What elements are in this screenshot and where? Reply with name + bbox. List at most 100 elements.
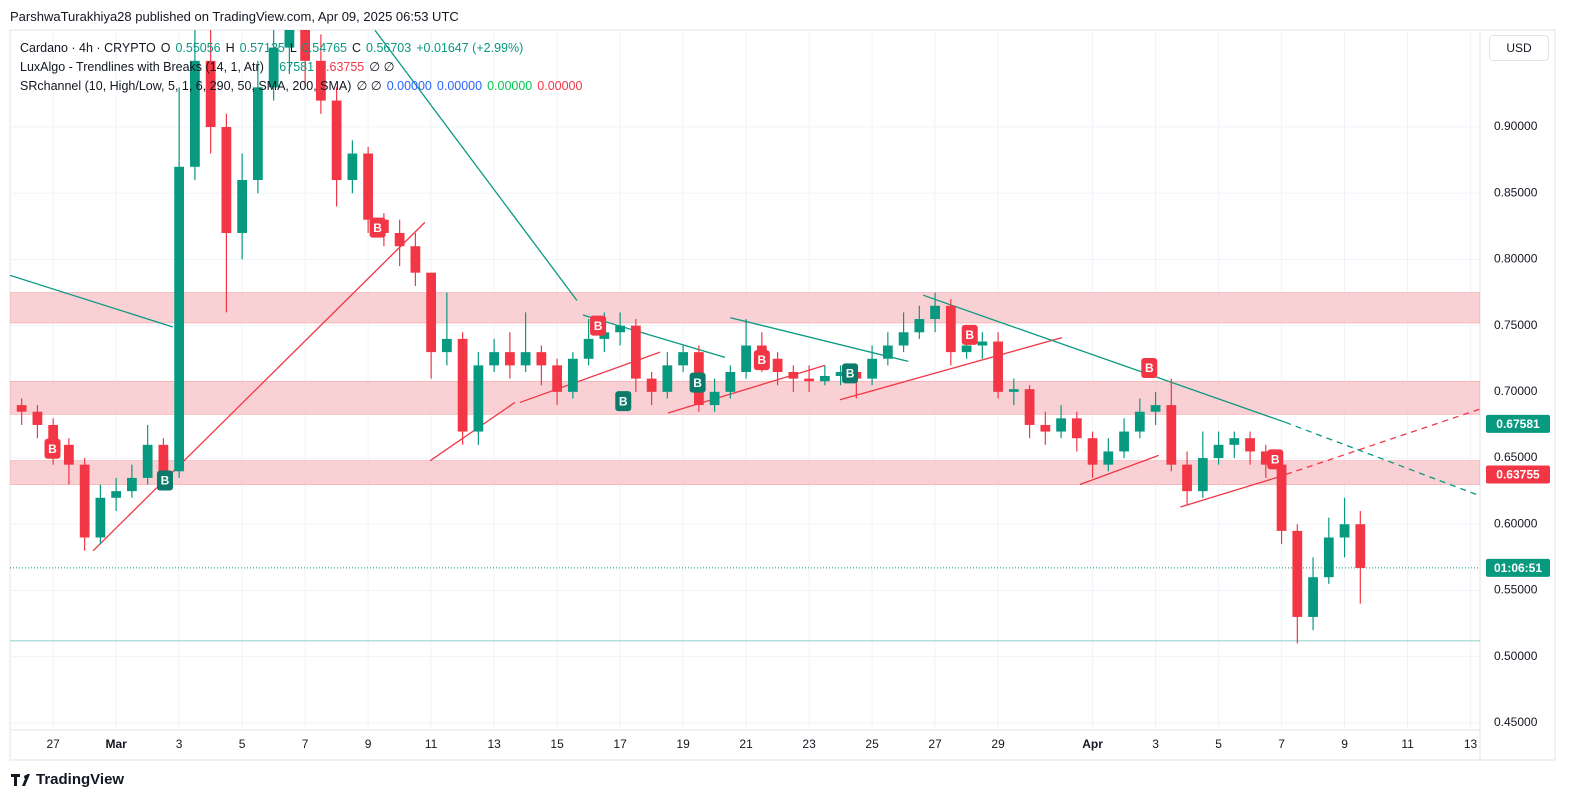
candle-body — [473, 365, 484, 432]
trendline — [1285, 421, 1479, 496]
candle-body — [1103, 451, 1114, 465]
legend-item: ∅ ∅ — [369, 60, 395, 74]
x-tick-label: 5 — [1215, 737, 1222, 751]
candle-body — [678, 352, 688, 366]
signal-label: B — [594, 319, 603, 333]
plot-area: B B B B B B B B B B B — [10, 30, 1480, 644]
candle-body — [504, 352, 515, 366]
candle-body — [819, 375, 830, 382]
y-tick-label: 0.70000 — [1494, 384, 1538, 398]
candle-body — [1260, 451, 1271, 465]
y-tick-label: 0.75000 — [1494, 318, 1538, 332]
candle-body — [363, 153, 374, 220]
candle-body — [426, 272, 437, 353]
legend-item: 0.00000 — [487, 79, 533, 93]
sr-zone — [10, 380, 1480, 415]
candle-body — [930, 305, 940, 320]
y-tick-label: 0.85000 — [1494, 185, 1538, 199]
x-tick-label: 9 — [365, 737, 372, 751]
signal-label: B — [693, 376, 702, 390]
candle-body — [64, 444, 74, 465]
trendline — [429, 401, 516, 462]
legend-item: 0.54765 — [301, 41, 347, 55]
legend-item: 0.00000 — [436, 79, 483, 93]
sr-zone — [10, 460, 1480, 485]
candle-body — [1024, 389, 1035, 425]
signal-badge — [753, 350, 770, 371]
candle-body — [1087, 438, 1098, 465]
trendline — [92, 221, 426, 552]
candle-body — [646, 378, 657, 392]
signal-label: B — [373, 221, 382, 235]
candle-body — [127, 477, 137, 492]
brand-logo — [11, 774, 30, 786]
candle-body — [882, 345, 893, 359]
candle-body — [945, 305, 956, 353]
candle-body — [190, 60, 200, 167]
candle-body — [977, 341, 988, 346]
candle-body — [1292, 530, 1303, 617]
legend-item: 0.00000 — [386, 79, 432, 93]
x-tick-label: 19 — [676, 737, 690, 751]
candle-body — [914, 319, 925, 333]
candle-body — [1182, 464, 1192, 492]
x-tick-label: 13 — [487, 737, 501, 751]
trendline — [374, 30, 578, 301]
byline: ParshwaTurakhiya28 published on TradingV… — [10, 9, 459, 24]
signal-badge — [961, 324, 978, 345]
x-tick-label: 25 — [865, 737, 879, 751]
candle-body — [709, 391, 720, 406]
signal-label: B — [1271, 453, 1280, 467]
price-tag — [1486, 465, 1550, 484]
x-tick-label: 5 — [239, 737, 246, 751]
candle-body — [221, 127, 232, 233]
candle-body — [1213, 444, 1224, 459]
candle-body — [300, 30, 311, 61]
candle-body — [867, 358, 877, 379]
x-tick-label: 11 — [1401, 737, 1414, 751]
candle-body — [268, 47, 279, 88]
candle-body — [1040, 424, 1051, 432]
candle-body — [1308, 577, 1318, 617]
x-tick-label: 3 — [176, 737, 183, 751]
signal-badge — [615, 391, 632, 412]
x-tick-label: Mar — [105, 737, 127, 751]
legend-item: 0.67581 — [268, 60, 315, 74]
currency-button[interactable]: USD — [1489, 35, 1549, 61]
candle-body — [741, 345, 751, 372]
candle-body — [898, 332, 909, 346]
price-tag-label: 0.63755 — [1496, 468, 1540, 482]
x-tick-label: 15 — [550, 737, 564, 751]
signal-label: B — [965, 328, 974, 342]
legend-item: H — [225, 41, 235, 55]
x-tick-label: 13 — [1464, 737, 1478, 751]
candle-body — [1197, 458, 1208, 492]
candle-body — [1119, 431, 1129, 452]
legend-item: O — [160, 41, 171, 55]
candle-body — [788, 371, 799, 379]
legend-item: ∅ ∅ — [356, 79, 382, 93]
signal-label: B — [1145, 361, 1154, 375]
legend-item: +0.01647 (+2.99%) — [416, 41, 524, 55]
brand: TradingView — [36, 771, 125, 788]
candle-body — [1339, 524, 1350, 538]
candle-body — [489, 352, 500, 366]
signal-badge — [1267, 449, 1284, 470]
signal-badge — [1141, 358, 1158, 379]
candle-body — [536, 352, 547, 366]
legend-item: SRchannel (10, High/Low, 5, 1, 6, 290, 5… — [20, 79, 352, 93]
signal-badge — [369, 217, 386, 238]
signal-badge — [689, 372, 706, 393]
x-tick-label: 27 — [928, 737, 942, 751]
candle-body — [253, 87, 263, 181]
x-tick-label: 21 — [739, 737, 753, 751]
legend-item: LuxAlgo - Trendlines with Breaks (14, 1,… — [20, 60, 264, 74]
candle-body — [552, 365, 562, 392]
candle-body — [583, 338, 594, 359]
y-tick-label: 0.45000 — [1494, 715, 1538, 729]
legend-item: C — [352, 41, 362, 55]
candle-body — [457, 338, 468, 432]
legend-item: 0.57135 — [239, 41, 285, 55]
y-tick-label: 0.65000 — [1494, 450, 1538, 464]
